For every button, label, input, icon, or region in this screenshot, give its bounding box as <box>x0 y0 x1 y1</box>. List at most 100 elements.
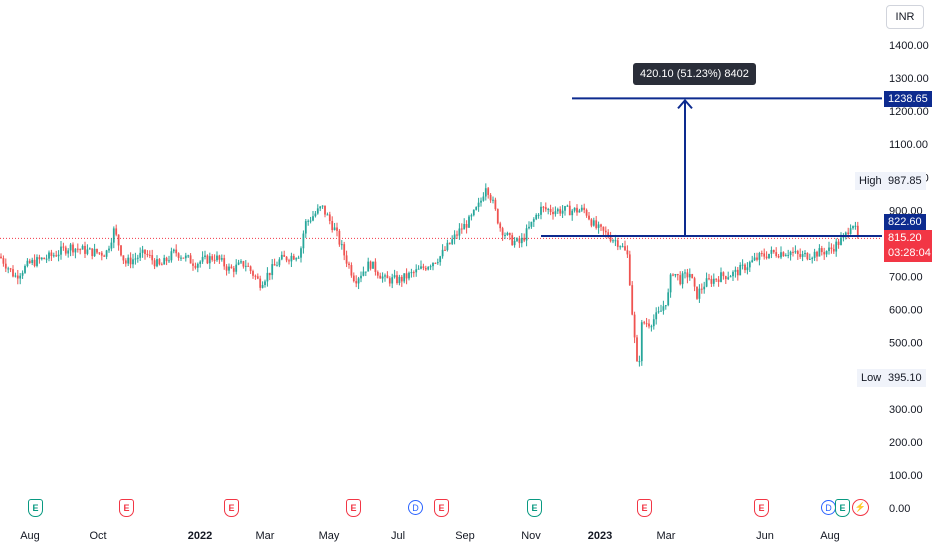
dividend-icon[interactable]: D <box>408 500 423 515</box>
x-tick-label: 2022 <box>188 530 212 542</box>
x-tick-label: Aug <box>20 530 40 542</box>
candle-body <box>849 228 852 235</box>
candle-body <box>208 256 211 264</box>
candle-body <box>691 274 694 279</box>
candle-body <box>100 252 103 256</box>
candle-body <box>163 257 166 265</box>
candle-body <box>456 234 458 236</box>
candle-body <box>187 255 190 257</box>
earnings-icon[interactable]: E <box>637 499 652 517</box>
candle-body <box>31 259 34 263</box>
candle-body <box>444 249 446 251</box>
candle-body <box>271 264 274 276</box>
y-axis: 1400.001300.001200.001100.001000.00900.0… <box>889 40 929 515</box>
candle-body <box>372 261 374 269</box>
candle-body <box>295 258 298 260</box>
earnings-icon[interactable]: E <box>224 499 239 517</box>
candle-body <box>715 278 718 280</box>
earnings-icon[interactable]: E <box>119 499 134 517</box>
drawing-layer[interactable] <box>541 97 882 237</box>
candle-body <box>825 250 828 255</box>
earnings-icon[interactable]: E <box>835 499 850 517</box>
candle-body <box>501 228 504 236</box>
candle-body <box>796 251 799 255</box>
candle-body <box>189 255 192 264</box>
candle-body <box>88 248 91 250</box>
earnings-icon[interactable]: E <box>527 499 542 517</box>
candle-body <box>108 248 110 251</box>
candle-body <box>9 268 12 270</box>
x-tick-label: Jul <box>391 530 405 542</box>
earnings-icon[interactable]: E <box>28 499 43 517</box>
earnings-icon[interactable]: E <box>754 499 769 517</box>
candle-body <box>256 276 259 279</box>
candle-body <box>52 255 55 257</box>
candle-body <box>808 258 811 260</box>
candle-body <box>681 273 684 285</box>
candle-body <box>436 262 439 264</box>
candle-body <box>0 256 2 259</box>
candle-body <box>62 246 65 248</box>
low-label-text: Low <box>861 372 882 384</box>
candle-body <box>852 226 854 229</box>
candle-body <box>72 244 74 253</box>
candle-body <box>21 272 24 276</box>
candle-body <box>439 256 442 263</box>
candle-body <box>650 326 653 328</box>
x-tick-label: Mar <box>256 530 275 542</box>
candle-body <box>760 253 763 255</box>
candle-body <box>732 271 734 277</box>
candle-body <box>628 254 631 286</box>
candle-body <box>763 253 766 257</box>
candle-body <box>686 272 689 278</box>
candle-body <box>614 240 617 242</box>
candle-body <box>98 252 101 254</box>
candle-body <box>684 272 686 274</box>
candle-body <box>105 250 108 257</box>
candle-body <box>492 199 494 201</box>
candle-body <box>583 207 586 210</box>
earnings-icon[interactable]: E <box>346 499 361 517</box>
candle-body <box>386 275 389 279</box>
candle-body <box>511 235 514 246</box>
candle-body <box>717 279 720 282</box>
candle-body <box>609 237 612 242</box>
flash-icon[interactable]: ⚡ <box>852 499 869 516</box>
candle-body <box>206 255 209 264</box>
candle-body <box>26 260 29 266</box>
candle-body <box>2 258 5 264</box>
candle-body <box>576 207 578 213</box>
candle-body <box>369 261 372 269</box>
candle-body <box>304 221 307 234</box>
candle-body <box>844 232 847 236</box>
candle-body <box>506 232 509 235</box>
candle-body <box>772 249 775 253</box>
candle-body <box>590 219 593 226</box>
candle-body <box>415 269 418 273</box>
candle-body <box>664 305 667 307</box>
candle-body <box>408 272 410 279</box>
y-tick-label: 300.00 <box>889 404 923 416</box>
candle-body <box>28 260 31 263</box>
candle-body <box>326 214 329 216</box>
candle-body <box>364 271 367 273</box>
x-tick-label: Aug <box>820 530 840 542</box>
candle-body <box>823 252 826 255</box>
candle-body <box>136 257 139 259</box>
candle-body <box>290 255 293 262</box>
candle-body <box>648 323 650 327</box>
dividend-icon[interactable]: D <box>821 500 836 515</box>
candle-body <box>544 207 547 210</box>
candle-body <box>744 264 746 271</box>
candle-body <box>393 275 396 278</box>
candle-body <box>542 206 545 208</box>
earnings-icon[interactable]: E <box>434 499 449 517</box>
candle-body <box>405 273 408 279</box>
candle-body <box>643 322 646 324</box>
candle-body <box>700 288 703 290</box>
candle-body <box>756 257 758 260</box>
candle-body <box>530 221 533 227</box>
currency-button[interactable]: INR <box>886 5 924 29</box>
candle-body <box>196 263 199 268</box>
